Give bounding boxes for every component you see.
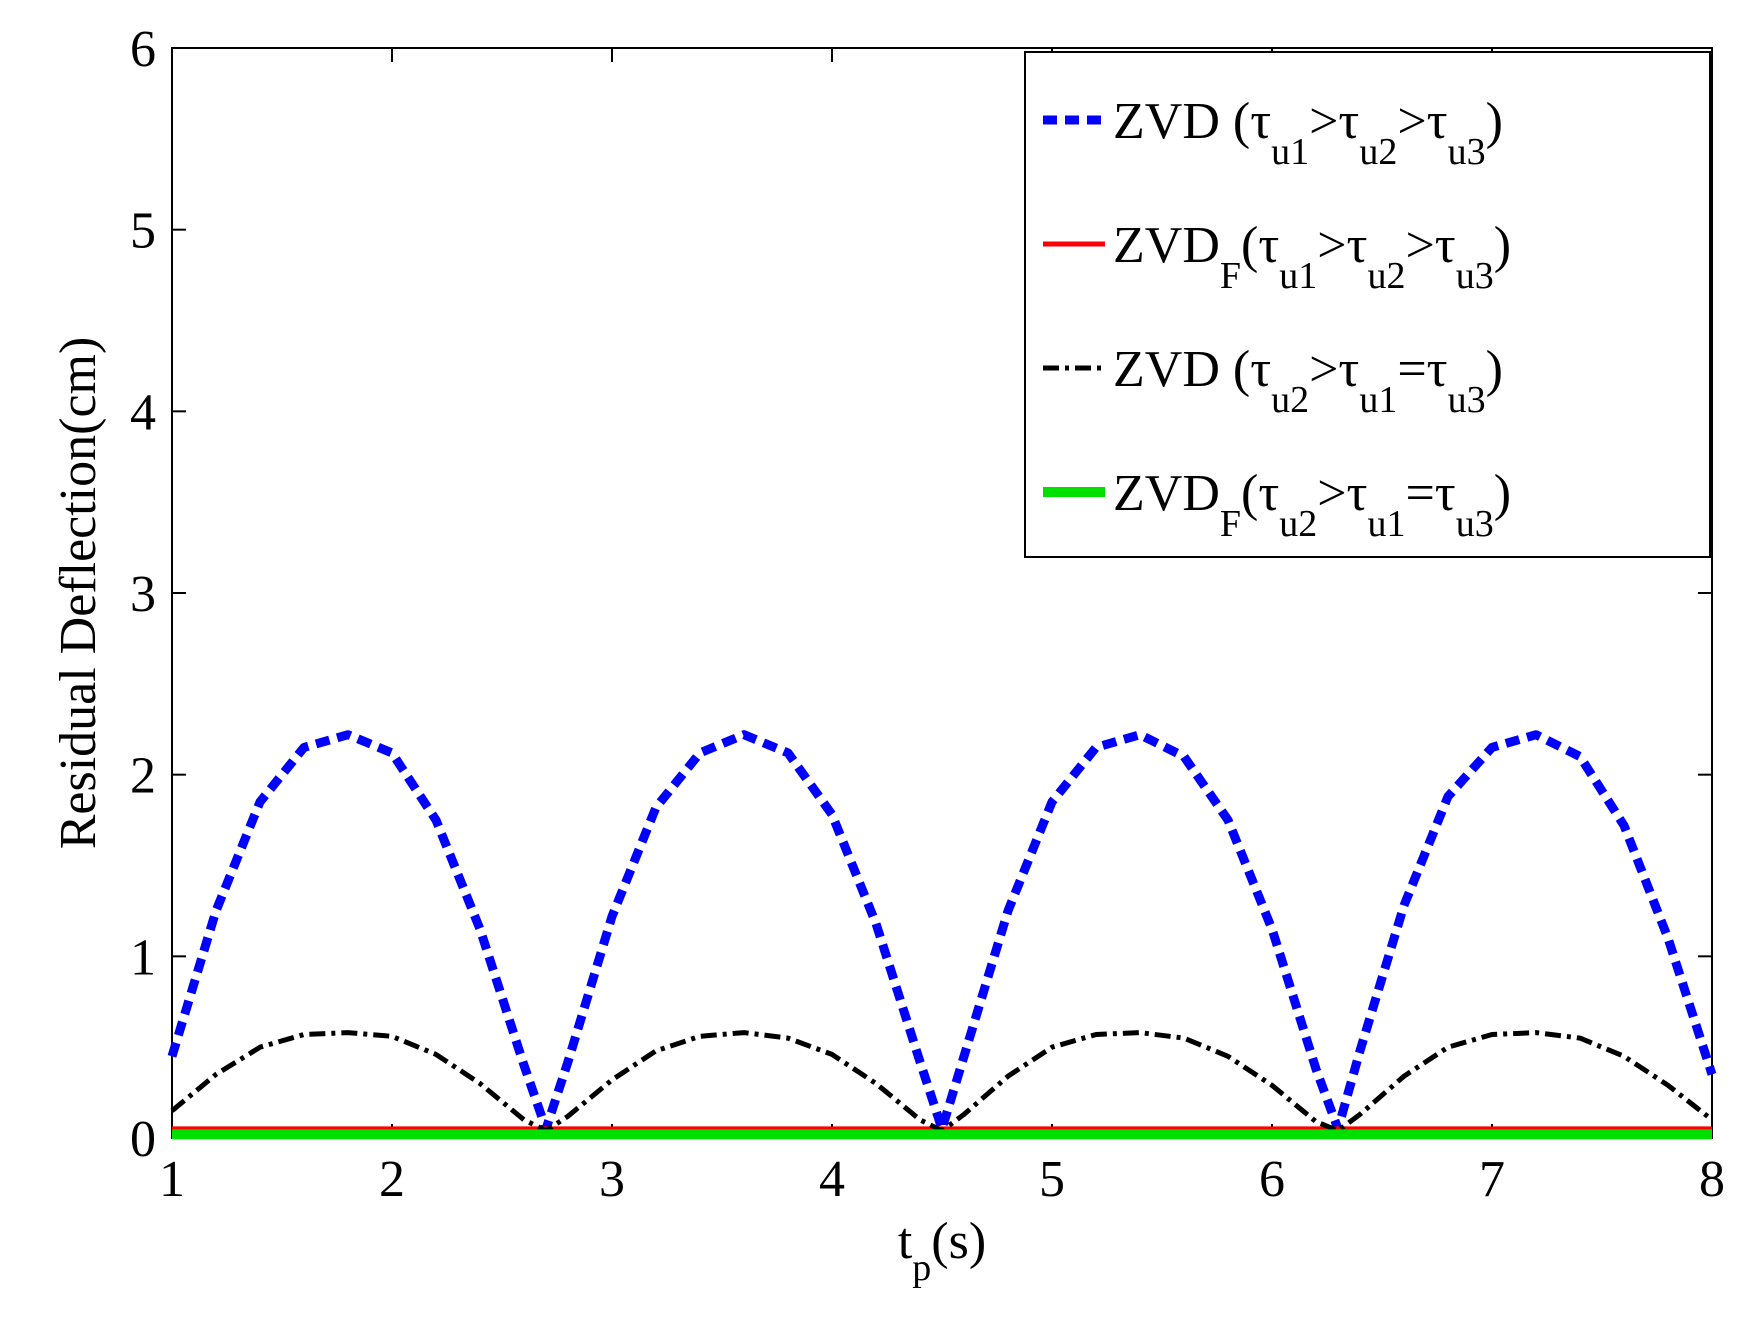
series-line-1 bbox=[167, 730, 1717, 1134]
y-tick-label: 6 bbox=[130, 21, 156, 78]
legend-label-2: ZVDF(τu1>τu2>τu3) bbox=[1113, 217, 1511, 297]
legend-label-4: ZVDF(τu2>τu1=τu3) bbox=[1113, 465, 1511, 545]
series-layer bbox=[167, 730, 1717, 1140]
y-tick-label: 5 bbox=[130, 203, 156, 260]
x-tick-label: 3 bbox=[599, 1151, 625, 1208]
x-tick-label: 4 bbox=[819, 1151, 845, 1208]
legend: ZVD (τu1>τu2>τu3) ZVDF(τu1>τu2>τu3) ZVD (τ… bbox=[1024, 51, 1711, 558]
x-axis-title: tp(s) bbox=[898, 1213, 986, 1289]
y-tick-label: 0 bbox=[130, 1111, 156, 1168]
x-tick-label: 6 bbox=[1259, 1151, 1285, 1208]
legend-label-1: ZVD (τu1>τu2>τu3) bbox=[1113, 93, 1503, 173]
x-tick-label: 7 bbox=[1479, 1151, 1505, 1208]
x-tick-label: 8 bbox=[1699, 1151, 1725, 1208]
legend-box bbox=[1024, 51, 1711, 558]
y-axis-title: Residual Deflection(cm) bbox=[50, 337, 107, 850]
x-tick-label: 1 bbox=[159, 1151, 185, 1208]
y-axis: 0 1 2 3 4 5 6 bbox=[130, 21, 1712, 1168]
y-tick-label: 2 bbox=[130, 748, 156, 805]
x-tick-label: 5 bbox=[1039, 1151, 1065, 1208]
x-tick-label: 2 bbox=[379, 1151, 405, 1208]
legend-label-3: ZVD (τu2>τu1=τu3) bbox=[1113, 341, 1503, 421]
y-tick-label: 1 bbox=[130, 929, 156, 986]
y-tick-label: 3 bbox=[130, 566, 156, 623]
y-tick-label: 4 bbox=[130, 384, 156, 441]
